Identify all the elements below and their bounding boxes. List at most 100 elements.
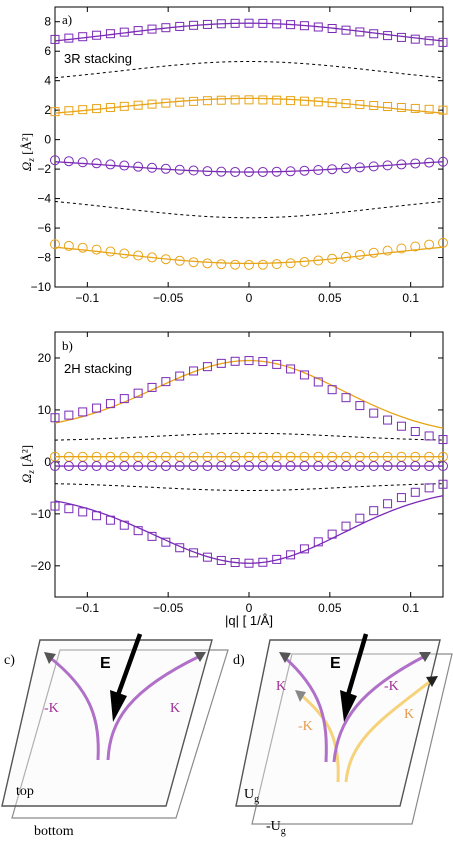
panel-b-ytick-label: 20 (38, 351, 52, 365)
panel-b-marker-square (92, 403, 102, 413)
panel-b-marker-square (258, 557, 268, 567)
panel-a-marker-square (161, 98, 171, 108)
diagram-c-valley-left-path (47, 654, 100, 761)
panel-a-marker-circle (105, 246, 116, 257)
panel-a-marker-circle (160, 254, 171, 265)
panel-a-ytick-label: 2 (44, 103, 51, 117)
panel-b-marker-square (50, 501, 60, 511)
panel-a-marker-circle (50, 155, 60, 166)
panel-b-marker-square (161, 377, 171, 387)
panel-a-marker-circle (285, 166, 296, 177)
panel-a-marker-circle (327, 164, 338, 175)
panel-b-marker-square (105, 399, 115, 409)
panel-a-marker-circle (354, 249, 365, 260)
panel-a-ytick-label: −4 (37, 192, 51, 206)
panel-a-marker-circle (244, 259, 254, 270)
panel-b-marker-square (133, 388, 143, 398)
panel-a-marker-circle (230, 259, 241, 270)
panel-b-marker-square (105, 515, 115, 525)
panel-a-marker-circle (424, 239, 435, 250)
panel-a-y-tick-labels: −10 −8 −6 −4 −2 0 2 4 6 8 (31, 15, 52, 294)
panel-a-ytick-label: −6 (37, 221, 51, 235)
panel-b-marker-circle (410, 461, 421, 472)
panel-a-marker-square (341, 25, 351, 35)
diagram-c-label: c) (4, 653, 15, 668)
panel-a-x-tick-labels: −0.1 −0.05 0 0.05 0.1 (75, 291, 419, 305)
diagram-d-field-arrowhead (340, 690, 357, 722)
panel-a-marker-circle (313, 165, 324, 176)
panel-b-marker-square (175, 543, 185, 553)
diagram-d-layer-top-right-arrowhead (419, 652, 431, 662)
panel-b-marker-circle (299, 461, 310, 472)
panel-a-marker-square (147, 99, 157, 109)
panel-a-marker-square (64, 33, 74, 43)
panel-a-marker-circle (133, 250, 144, 261)
panel-a-marker-square (92, 30, 102, 40)
panel-a-marker-square (147, 24, 157, 34)
panel-b-marker-circle (91, 461, 102, 472)
diagram-c: c) E -K K top bottom (1, 633, 229, 839)
panel-a-marker-square (438, 37, 448, 47)
panel-b-ytick-label: −20 (31, 559, 52, 573)
panel-b-marker-circle (133, 461, 144, 472)
panel-b-marker-square (189, 548, 199, 558)
panel-a-marker-square (189, 96, 199, 106)
panel-a-ylabel-unit: [Å²] (19, 133, 34, 158)
panel-b-marker-square (327, 529, 337, 539)
panel-b-marker-circle (50, 461, 60, 472)
panel-b-marker-square (313, 377, 323, 387)
panel-a-marker-circle (147, 252, 157, 263)
panel-a-marker-circle (133, 161, 144, 172)
panel-a-marker-circle (438, 156, 448, 167)
panel-a-markers (50, 18, 448, 270)
panel-b-marker-square (258, 357, 268, 367)
panel-b-marker-square (64, 504, 74, 514)
panel-a-ytick-label: 6 (44, 44, 51, 58)
panel-b-marker-circle (230, 461, 241, 472)
panel-a-marker-square (410, 34, 420, 44)
diagram-c-bottom-plane (11, 649, 229, 819)
panel-b-marker-square (216, 555, 226, 565)
diagram-c-top-label: top (16, 784, 34, 799)
panel-a-marker-circle (341, 163, 351, 174)
panel-a-marker-circle (327, 253, 338, 264)
panel-a-marker-square (383, 31, 393, 41)
panel-a-marker-square (202, 96, 212, 106)
panel-a-marker-square (78, 32, 88, 42)
panel-b-marker-square (92, 511, 102, 521)
panel-a-marker-circle (147, 162, 157, 173)
panel-b-marker-square (78, 507, 88, 517)
panel-b-marker-square (299, 370, 309, 380)
panel-a-marker-square (272, 19, 282, 29)
diagram-d-k-right-bottom: K (404, 707, 414, 722)
panel-b-marker-square (313, 537, 323, 547)
panel-a-chart: −0.1 −0.05 0 0.05 0.1 −10 −8 −6 −4 −2 0 2 4 6 8 a) 3R… (19, 6, 448, 305)
panel-a-marker-square (119, 27, 129, 37)
diagram-d-field-label: E (330, 655, 341, 672)
panel-a-marker-square (355, 100, 365, 110)
diagram-d-bottom-label: -Ug (266, 819, 286, 837)
panel-a-ytick-label: 4 (44, 74, 51, 88)
panel-a-marker-circle (382, 160, 393, 171)
panel-a-marker-square (369, 101, 379, 111)
panel-b-marker-square (327, 385, 337, 395)
panel-a-marker-circle (77, 242, 88, 253)
panel-b-marker-square (272, 554, 282, 564)
panel-b-y-axis-label: Ωz [Å²] (19, 445, 36, 483)
panel-a-marker-square (133, 26, 143, 36)
panel-b-marker-circle (285, 461, 296, 472)
diagram-c-field-arrow (115, 633, 143, 696)
panel-a-marker-square (327, 24, 337, 34)
panel-b-marker-square (383, 499, 393, 509)
diagram-d-layer-bottom-right-path (344, 678, 433, 783)
panel-a-marker-square (230, 18, 240, 28)
panel-a-marker-square (313, 22, 323, 32)
panel-a-marker-square (50, 34, 60, 44)
panel-a-marker-circle (354, 162, 365, 173)
panel-a-marker-circle (174, 164, 185, 175)
panel-a-marker-square (105, 29, 115, 39)
panel-b-curve-1 (54, 495, 444, 564)
panel-b-marker-circle (438, 461, 448, 472)
panel-a-annotation: 3R stacking (64, 51, 132, 66)
panel-a-marker-circle (299, 165, 310, 176)
